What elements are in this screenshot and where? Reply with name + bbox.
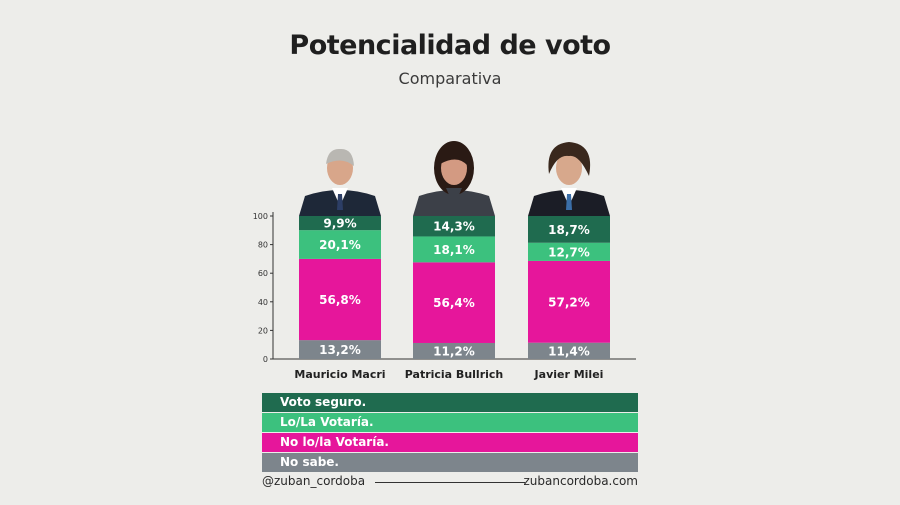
y-tick-label: 80 bbox=[258, 241, 268, 250]
x-category-label: Patricia Bullrich bbox=[405, 368, 504, 381]
bar-value-label: 56,4% bbox=[433, 296, 475, 310]
footer: @zuban_cordoba zubancordoba.com bbox=[262, 474, 638, 492]
man-with-long-hair-icon bbox=[528, 142, 610, 216]
y-tick-label: 0 bbox=[263, 355, 268, 364]
woman-in-blazer-icon bbox=[413, 141, 495, 216]
bar-segment bbox=[413, 342, 495, 359]
y-tick-label: 20 bbox=[258, 326, 268, 335]
chart-subtitle: Comparativa bbox=[398, 69, 502, 88]
bar-value-label: 11,4% bbox=[548, 344, 590, 358]
stacked-bar-chart: 0 20 40 60 80 100 13,2% 56,8% 20,1% 9,9% Mauricio … bbox=[253, 141, 636, 381]
man-in-suit-icon bbox=[299, 148, 381, 216]
bar-value-label: 14,3% bbox=[433, 220, 475, 234]
bar-value-label: 20,1% bbox=[319, 238, 361, 252]
bar-segment bbox=[528, 260, 610, 343]
bar-segment bbox=[299, 230, 381, 259]
bar-value-label: 12,7% bbox=[548, 245, 590, 259]
legend-item-voto-seguro: Voto seguro. bbox=[262, 393, 638, 412]
bar-segment bbox=[299, 340, 381, 359]
bar-segment bbox=[299, 258, 381, 341]
y-tick-label: 100 bbox=[253, 212, 268, 221]
bar-value-label: 18,1% bbox=[433, 243, 475, 257]
x-category-label: Mauricio Macri bbox=[294, 368, 385, 381]
bar-value-label: 56,8% bbox=[319, 293, 361, 307]
chart-title: Potencialidad de voto bbox=[289, 30, 611, 61]
bar-segment bbox=[413, 236, 495, 263]
bar-segment bbox=[528, 216, 610, 243]
bar-segment bbox=[299, 216, 381, 231]
legend-item-no-lo-la-votaria: No lo/la Votaría. bbox=[262, 433, 638, 452]
bar-segment bbox=[528, 342, 610, 359]
legend-item-lo-la-votaria: Lo/La Votaría. bbox=[262, 413, 638, 432]
bar-segment bbox=[528, 242, 610, 261]
y-tick-label: 40 bbox=[258, 298, 268, 307]
y-tick-label: 60 bbox=[258, 269, 268, 278]
legend-item-no-sabe: No sabe. bbox=[262, 453, 638, 472]
website-link: zubancordoba.com bbox=[523, 474, 638, 488]
bar-segment bbox=[413, 262, 495, 343]
x-category-label: Javier Milei bbox=[534, 368, 604, 381]
bar-value-label: 18,7% bbox=[548, 223, 590, 237]
legend: Voto seguro. Lo/La Votaría. No lo/la Vot… bbox=[262, 393, 638, 473]
bar-value-label: 13,2% bbox=[319, 343, 361, 357]
bar-value-label: 9,9% bbox=[323, 217, 356, 231]
bar-value-label: 11,2% bbox=[433, 344, 475, 358]
footer-divider bbox=[375, 482, 525, 483]
bar-value-label: 57,2% bbox=[548, 295, 590, 309]
social-handle: @zuban_cordoba bbox=[262, 474, 366, 488]
bar-segment bbox=[413, 216, 495, 237]
